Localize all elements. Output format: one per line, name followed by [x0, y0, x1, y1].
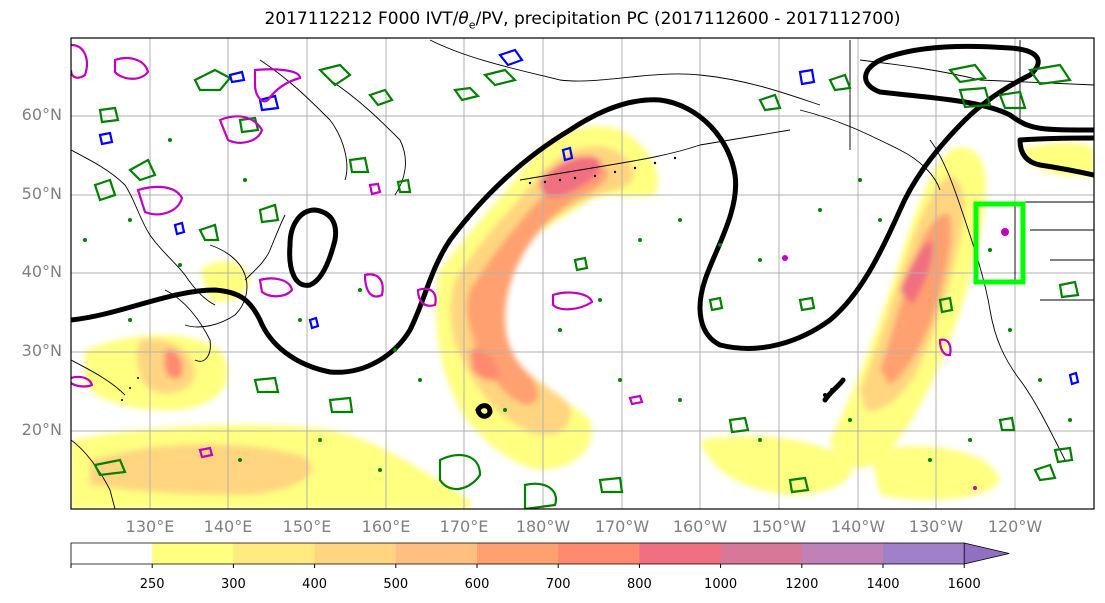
colorbar-tick-label: 1200 [785, 577, 819, 592]
colorbar-tick-label: 1000 [704, 577, 738, 592]
colorbar-tick-label: 400 [302, 577, 327, 592]
colorbar-frame [70, 542, 965, 565]
colorbar-extend-arrow [963, 542, 1010, 565]
colorbar-segment [639, 543, 722, 564]
colorbar-tick-label: 300 [220, 577, 246, 592]
lon-label: 170°W [594, 517, 650, 536]
colorbar-segment [883, 543, 965, 564]
colorbar-tick-label: 1400 [866, 577, 900, 592]
colorbar-tick-label: 800 [626, 577, 652, 592]
colorbar-segment [720, 543, 803, 564]
lat-label: 60°N [21, 105, 62, 124]
magenta-dots [782, 228, 1009, 490]
lon-label: 160°E [361, 517, 411, 536]
lat-label: 50°N [21, 184, 62, 203]
ivt-filled-contours [71, 126, 1094, 509]
target-region-box [973, 201, 1026, 285]
graticule [71, 38, 1094, 509]
colorbar-segment [801, 543, 884, 564]
colorbar-tick-label: 250 [139, 577, 165, 592]
colorbar-segment [152, 543, 234, 564]
colorbar-tick-label: 600 [464, 577, 490, 592]
lat-label: 30°N [21, 341, 62, 360]
lon-label: 160°W [672, 517, 728, 536]
colorbar-segment [477, 543, 559, 564]
map-title: 2017112212 F000 IVT/θe/PV, precipitation… [264, 9, 901, 32]
lon-label: 150°E [282, 517, 332, 536]
theta-e-contour [71, 43, 1094, 419]
lat-label: 40°N [21, 262, 62, 281]
lon-label: 140°W [830, 517, 886, 536]
map-frame [70, 37, 1095, 510]
magenta-contours [71, 43, 952, 459]
colorbar-segment [395, 543, 478, 564]
pv-contours-green [93, 63, 1080, 509]
lon-label: 120°W [987, 517, 1043, 536]
lon-label: 180°W [515, 517, 571, 536]
lat-label: 20°N [21, 420, 62, 439]
colorbar-segment [71, 543, 153, 564]
lon-label: 150°W [751, 517, 807, 536]
plot-area [71, 38, 1094, 509]
lon-label: 170°E [439, 517, 489, 536]
colorbar-tick-label: 1600 [947, 577, 981, 592]
lon-label: 140°E [203, 517, 253, 536]
colorbar [70, 542, 1010, 568]
colorbar-segment [233, 543, 316, 564]
lon-label: 130°E [125, 517, 175, 536]
colorbar-segment [314, 543, 397, 564]
colorbar-segment [558, 543, 640, 564]
colorbar-tick-label: 700 [545, 577, 571, 592]
pv-dots-green [83, 138, 1072, 472]
lon-label: 130°W [908, 517, 964, 536]
colorbar-tick-label: 500 [383, 577, 409, 592]
